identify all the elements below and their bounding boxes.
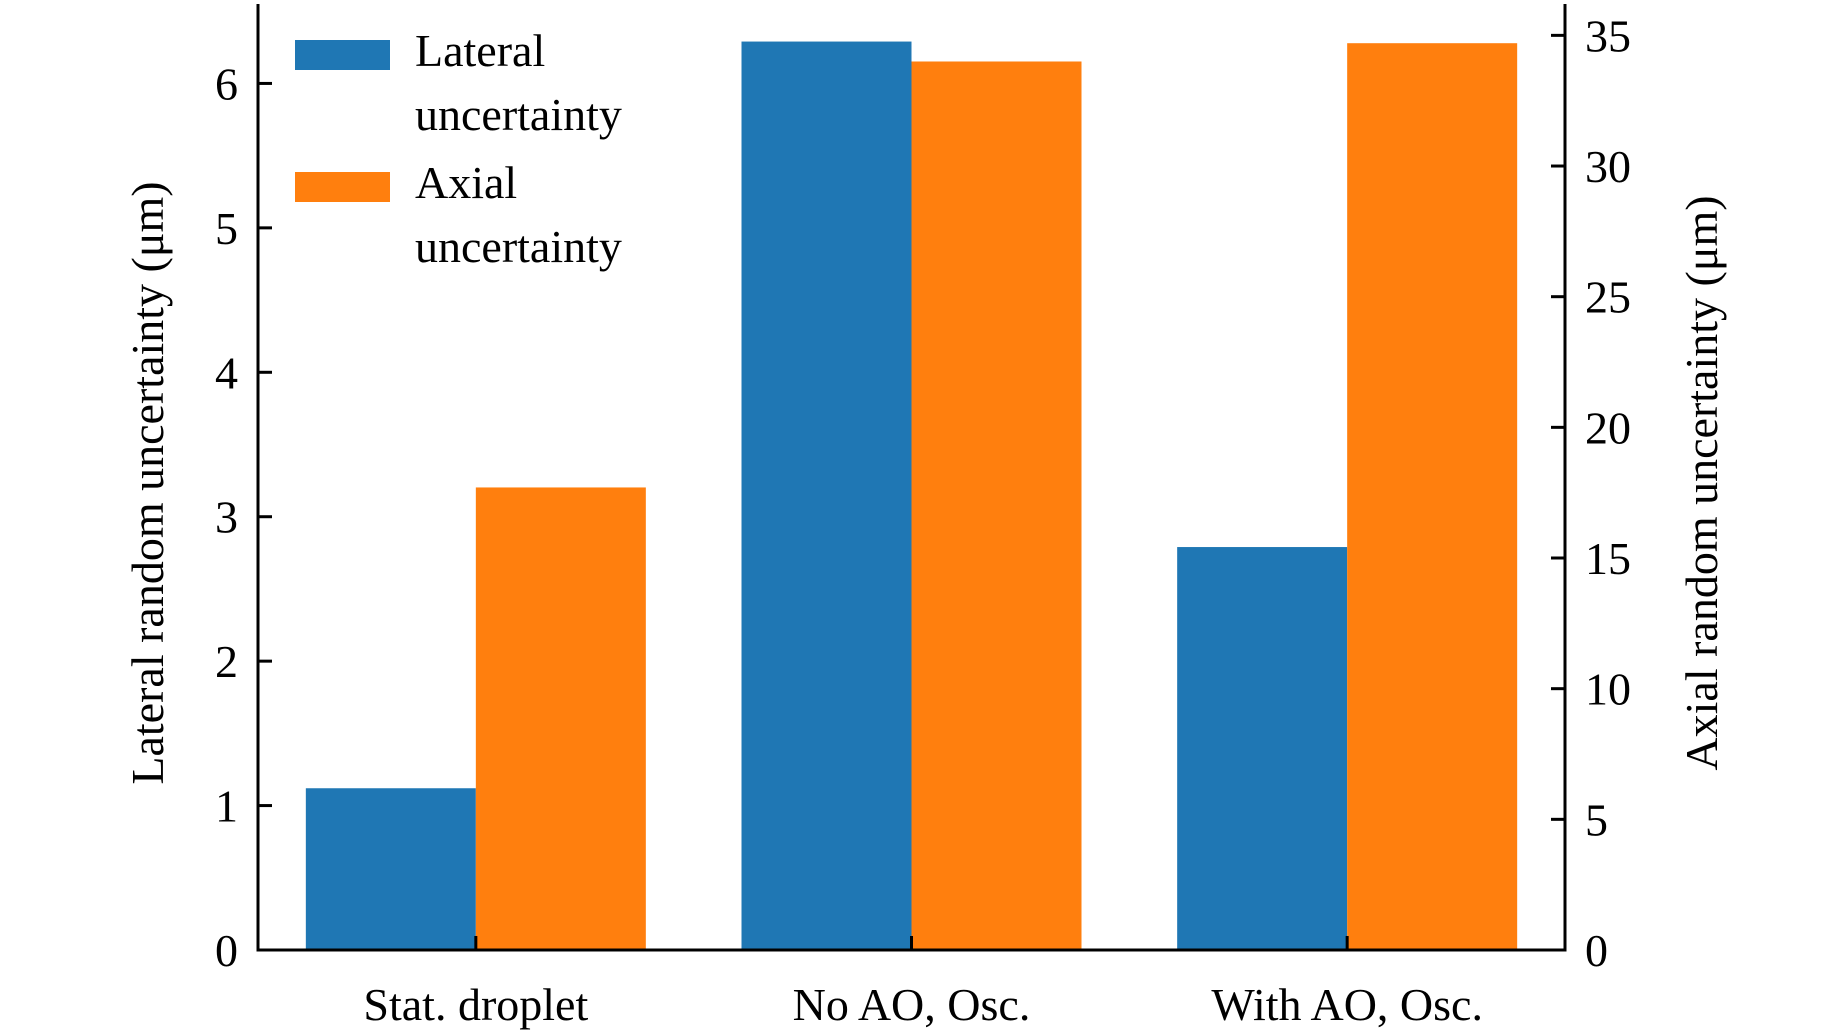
- right-y-tick-label: 20: [1585, 402, 1631, 453]
- left-y-tick-label: 4: [215, 347, 238, 398]
- x-category-label: With AO, Osc.: [1211, 979, 1483, 1030]
- lateral-bar-3: [1177, 547, 1348, 950]
- axial-legend-label: uncertainty: [415, 221, 622, 272]
- left-y-tick-label: 6: [215, 58, 238, 109]
- right-y-tick-label: 5: [1585, 794, 1608, 845]
- right-y-tick-label: 0: [1585, 925, 1608, 976]
- right-y-tick-label: 30: [1585, 141, 1631, 192]
- lateral-bar-1: [305, 788, 476, 950]
- lateral-legend-label: Lateral: [415, 25, 545, 76]
- right-y-tick-label: 10: [1585, 664, 1631, 715]
- right-y-tick-label: 15: [1585, 533, 1631, 584]
- left-y-tick-label: 3: [215, 492, 238, 543]
- left-y-tick-label: 0: [215, 925, 238, 976]
- axial-bar-1: [475, 487, 646, 950]
- right-y-tick-label: 25: [1585, 272, 1631, 323]
- lateral-legend-label: uncertainty: [415, 89, 622, 140]
- left-y-tick-label: 2: [215, 636, 238, 687]
- x-category-label: No AO, Osc.: [793, 979, 1031, 1030]
- x-category-label: Stat. droplet: [363, 979, 588, 1030]
- right-y-axis-title: Axial random uncertainty (μm): [1676, 195, 1727, 770]
- left-y-axis-title: Lateral random uncertainty (μm): [122, 181, 173, 784]
- legend: Lateral uncertainty Axial uncertainty: [295, 25, 622, 272]
- axial-bar-2: [911, 61, 1082, 951]
- ticks-layer: [258, 33, 1565, 952]
- lateral-bar-2: [741, 41, 912, 950]
- labels-layer: 0 1 2 3 4 5 6 0 5 10 15 20 25 30 35 Stat. droplet No AO,…: [122, 10, 1727, 1030]
- right-y-tick-label: 35: [1585, 10, 1631, 61]
- axial-legend-label: Axial: [415, 157, 517, 208]
- left-y-tick-label: 5: [215, 203, 238, 254]
- axial-bar-3: [1347, 43, 1518, 950]
- axial-legend-swatch: [295, 172, 390, 202]
- bars-layer: [305, 41, 1518, 951]
- lateral-legend-swatch: [295, 40, 390, 70]
- left-y-tick-label: 1: [215, 781, 238, 832]
